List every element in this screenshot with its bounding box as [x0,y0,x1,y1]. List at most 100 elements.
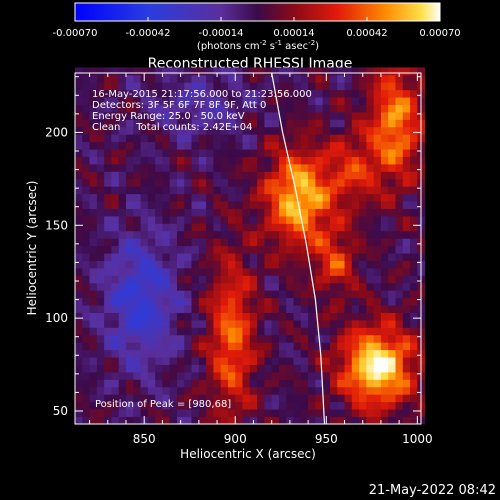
heatmap-cell [169,334,178,343]
heatmap-cell [264,297,273,306]
heatmap-cell [329,394,338,403]
heatmap-cell [213,164,222,172]
heatmap-cell [395,312,404,321]
heatmap-cell [286,409,294,417]
heatmap-cell [329,260,338,269]
heatmap-cell [344,409,353,417]
heatmap-cell [286,141,294,150]
heatmap-cell [191,290,200,299]
heatmap-cell [366,112,375,120]
heatmap-cell [125,238,134,247]
heatmap-cell [359,119,367,128]
heatmap-cell [410,89,418,98]
heatmap-cell [118,394,127,403]
heatmap-cell [133,201,141,209]
heatmap-cell [293,164,302,172]
heatmap-cell [410,119,418,128]
heatmap-cell [322,193,331,202]
heatmap-cell [162,275,171,284]
heatmap-cell [315,104,324,113]
heatmap-cell [388,342,396,351]
heatmap-cell [264,208,273,217]
heatmap-cell [395,245,404,254]
heatmap-cell [104,394,112,403]
heatmap-cell [410,253,418,261]
heatmap-cell [213,126,222,135]
heatmap-cell [227,141,236,150]
heatmap-cell [198,253,207,261]
heatmap-cell [410,282,418,291]
heatmap-cell [315,164,324,172]
y-tick-label: 200 [45,125,68,139]
heatmap-cell [227,67,236,76]
heatmap-cell [308,253,316,261]
heatmap-cell [82,223,90,232]
heatmap-cell [96,230,105,239]
heatmap-cell [271,104,280,113]
heatmap-cell [133,253,141,261]
heatmap-cell [147,230,156,239]
heatmap-cell [140,357,149,365]
heatmap-cell [344,320,353,328]
heatmap-cell [337,364,345,373]
heatmap-cell [410,74,418,83]
heatmap-cell [198,208,207,217]
heatmap-cell [147,126,156,135]
heatmap-cell [89,386,98,395]
heatmap-cell [264,141,273,150]
heatmap-cell [133,230,141,239]
heatmap-cell [75,416,83,425]
heatmap-cell [213,97,222,105]
heatmap-cell [402,379,411,388]
heatmap-cell [278,193,287,202]
heatmap-cell [308,178,316,187]
heatmap-cell [191,372,200,380]
heatmap-cell [184,74,192,83]
heatmap-cell [359,275,367,284]
heatmap-cell [75,260,83,269]
heatmap-cell [169,119,178,128]
heatmap-cell [162,342,171,351]
heatmap-cell [249,394,258,403]
heatmap-cell [402,327,411,336]
heatmap-cell [206,416,214,425]
heatmap-cell [359,186,367,195]
heatmap-cell [213,201,222,209]
heatmap-cell [191,334,200,343]
heatmap-cell [300,245,309,254]
heatmap-cell [337,193,345,202]
heatmap-cell [402,223,411,232]
heatmap-cell [257,134,265,143]
heatmap-cell [147,104,156,113]
heatmap-cell [206,364,214,373]
heatmap-cell [133,141,141,150]
heatmap-cell [213,401,222,410]
heatmap-cell [184,275,192,284]
heatmap-cell [206,282,214,291]
heatmap-cell [278,119,287,128]
heatmap-cell [402,156,411,165]
heatmap-cell [235,312,243,321]
heatmap-cell [402,290,411,299]
heatmap-cell [184,320,192,328]
heatmap-cell [249,260,258,269]
heatmap-cell [220,67,229,76]
heatmap-cell [242,364,251,373]
heatmap-cell [366,141,375,150]
heatmap-cell [249,208,258,217]
heatmap-cell [147,253,156,261]
heatmap-cell [366,290,375,299]
heatmap-cell [329,193,338,202]
heatmap-cell [118,223,127,232]
heatmap-cell [264,156,273,165]
heatmap-cell [293,253,302,261]
y-axis-label: Heliocentric Y (arcsec) [25,181,39,316]
heatmap-cell [329,82,338,91]
heatmap-cell [184,112,192,120]
heatmap-cell [155,201,163,209]
heatmap-cell [125,394,134,403]
heatmap-cell [380,186,389,195]
heatmap-cell [133,216,141,224]
heatmap-cell [75,216,83,224]
heatmap-cell [191,156,200,165]
